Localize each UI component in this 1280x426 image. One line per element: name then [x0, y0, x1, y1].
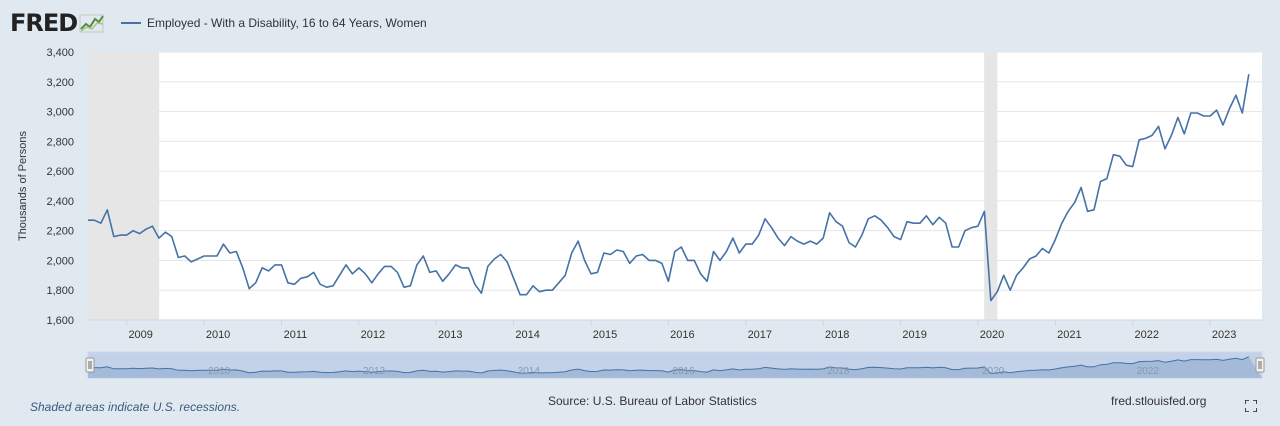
x-tick-label: 2011	[284, 329, 308, 341]
y-tick-label: 1,600	[46, 315, 74, 327]
x-tick-label: 2020	[980, 329, 1004, 341]
x-axis: 2009 2010 2011 2012 2013 2014 2015 2016 2017 2018…	[88, 319, 1262, 341]
x-tick-label: 2019	[902, 329, 926, 341]
x-tick-label: 2009	[128, 329, 152, 341]
y-tick-label: 3,200	[46, 77, 74, 89]
recession-band-0	[88, 52, 160, 320]
x-tick-label: 2010	[206, 329, 230, 341]
x-tick-label: 2018	[825, 329, 849, 341]
x-tick-label: 2017	[748, 329, 772, 341]
range-navigator[interactable]: 2010 2012 2014 2016 2018 2020 2022	[85, 351, 1265, 379]
navigator-handle-left[interactable]	[85, 357, 95, 373]
x-tick-label: 2022	[1135, 329, 1159, 341]
x-tick-label: 2012	[361, 329, 385, 341]
y-tick-label: 2,600	[46, 166, 74, 178]
navigator-label: 2022	[1137, 366, 1160, 377]
x-tick-label: 2015	[593, 329, 617, 341]
recession-note: Shaded areas indicate U.S. recessions.	[30, 400, 241, 414]
x-tick-label: 2023	[1212, 329, 1236, 341]
x-tick-label: 2013	[438, 329, 462, 341]
fred-logo[interactable]: FRED	[10, 9, 105, 37]
navigator-handle-right[interactable]	[1255, 357, 1265, 373]
x-tick-label: 2016	[670, 329, 694, 341]
navigator-area	[88, 356, 1262, 378]
source-note: Source: U.S. Bureau of Labor Statistics	[548, 394, 757, 408]
y-tick-label: 3,000	[46, 107, 74, 119]
chart-legend: Employed - With a Disability, 16 to 64 Y…	[121, 16, 427, 30]
y-tick-label: 2,800	[46, 136, 74, 148]
y-tick-label: 1,800	[46, 285, 74, 297]
y-tick-label: 3,400	[46, 47, 74, 59]
y-axis: 1,600 1,800 2,000 2,200 2,400 2,600 2,800 3,000…	[46, 47, 74, 327]
fred-logo-text: FRED	[10, 9, 78, 37]
x-tick-label: 2021	[1057, 329, 1081, 341]
navigator-label: 2016	[672, 366, 695, 377]
legend-line-swatch	[121, 22, 141, 24]
plot-area	[88, 52, 1262, 320]
navigator-label: 2014	[518, 366, 541, 377]
navigator-series-line	[88, 356, 1250, 375]
navigator-background	[87, 351, 1263, 379]
chart-header: FRED Employed - With a Disability, 16 to…	[0, 0, 1280, 46]
y-tick-label: 2,200	[46, 226, 74, 238]
x-tick-label: 2014	[515, 329, 539, 341]
navigator-label: 2010	[208, 366, 231, 377]
navigator-label: 2020	[982, 366, 1005, 377]
legend-label: Employed - With a Disability, 16 to 64 Y…	[147, 16, 427, 30]
series-line	[88, 74, 1250, 302]
y-tick-label: 2,400	[46, 196, 74, 208]
navigator-label: 2012	[363, 366, 386, 377]
y-axis-label: Thousands of Persons	[17, 130, 29, 241]
fullscreen-icon[interactable]	[1245, 400, 1257, 412]
y-tick-label: 2,000	[46, 255, 74, 267]
fred-graph-icon	[79, 14, 105, 33]
recession-band-1	[984, 52, 998, 320]
navigator-label: 2018	[827, 366, 850, 377]
site-link[interactable]: fred.stlouisfed.org	[1111, 394, 1207, 408]
